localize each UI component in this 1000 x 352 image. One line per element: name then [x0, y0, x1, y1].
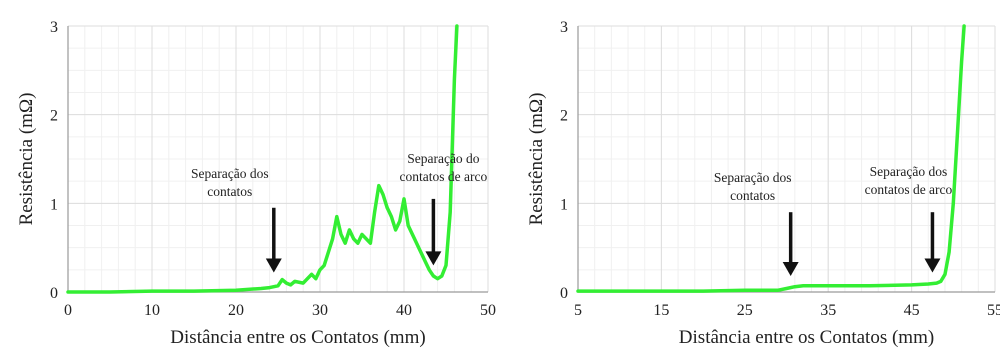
y-tick-label: 1	[560, 196, 568, 213]
chart-left: 0 10 20 30 40 50 0 1 2 3 Distância entre os Contat…	[16, 19, 496, 348]
chart-right: 5 15 25 35 45 55 0 1 2 3 Distância entre os Contat…	[526, 19, 1000, 348]
y-tick-label: 0	[50, 285, 58, 302]
x-tick-label: 10	[144, 302, 160, 319]
annotation-arrow-head	[265, 258, 282, 273]
series-line	[66, 24, 459, 294]
annotation-text: Separação dos	[714, 170, 792, 185]
y-tick-label: 2	[50, 108, 58, 125]
x-tick-label: 45	[904, 302, 920, 319]
annotation-text: Separação dos	[191, 166, 269, 181]
x-tick-label: 5	[574, 302, 582, 319]
y-axis-label: Resistência (mΩ)	[16, 93, 37, 226]
x-tick-label: 25	[737, 302, 753, 319]
x-tick-label: 55	[987, 302, 1000, 319]
y-tick-label: 2	[560, 108, 568, 125]
x-axis-label: Distância entre os Contatos (mm)	[170, 327, 425, 348]
y-tick-label: 3	[50, 19, 58, 36]
y-axis-label: Resistência (mΩ)	[526, 93, 547, 226]
annotation-text: contatos de arco	[400, 169, 488, 184]
x-tick-label: 40	[396, 302, 412, 319]
annotation-text: contatos	[207, 184, 252, 199]
annotation-text: Separação do	[407, 151, 480, 166]
x-tick-label: 0	[64, 302, 72, 319]
annotation-text: contatos	[730, 188, 775, 203]
annotation-arrow-head	[782, 262, 799, 277]
x-tick-label: 20	[228, 302, 244, 319]
annotation-arrow-head	[924, 258, 941, 273]
x-tick-label: 30	[312, 302, 328, 319]
annotation-text: Separação dos	[870, 164, 948, 179]
annotation-text: contatos de arco	[865, 182, 953, 197]
x-axis-label: Distância entre os Contatos (mm)	[679, 327, 934, 348]
x-tick-label: 50	[480, 302, 496, 319]
series-line	[576, 24, 966, 293]
x-tick-label: 35	[820, 302, 836, 319]
annotation-arrow-head	[425, 251, 442, 266]
y-tick-label: 0	[560, 285, 568, 302]
y-tick-label: 1	[50, 196, 58, 213]
x-tick-label: 15	[653, 302, 669, 319]
y-tick-label: 3	[560, 19, 568, 36]
